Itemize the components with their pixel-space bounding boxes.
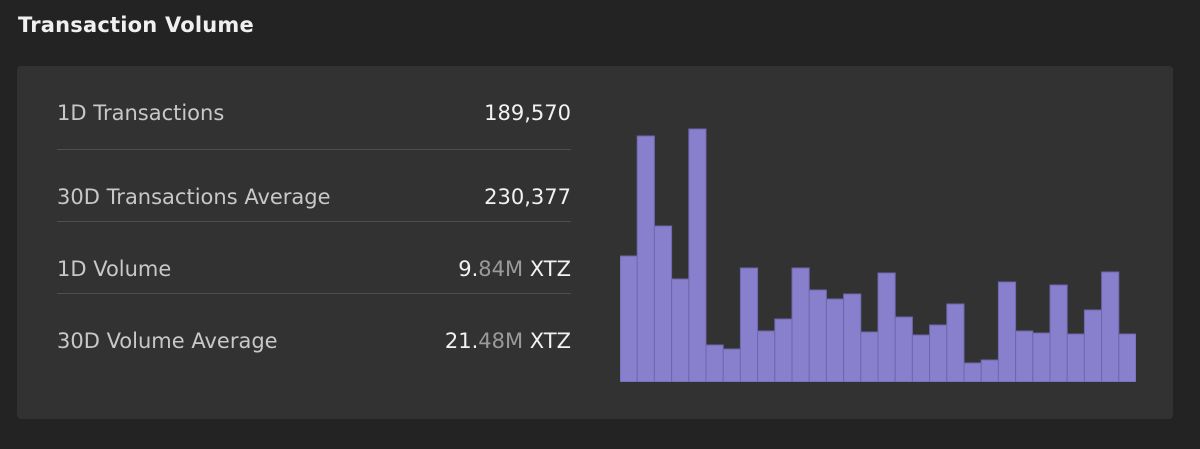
stat-value: 9.84M XTZ xyxy=(458,257,571,281)
chart-bar[interactable] xyxy=(722,348,741,382)
chart-bar[interactable] xyxy=(1015,330,1034,382)
chart-bar[interactable] xyxy=(739,267,759,382)
stat-label: 1D Transactions xyxy=(57,101,225,125)
stat-value-unit: XTZ xyxy=(523,257,571,281)
chart-bar[interactable] xyxy=(620,255,638,382)
stat-value-main: 9. xyxy=(458,257,479,281)
stat-value-unit: XTZ xyxy=(523,329,571,353)
chart-bar[interactable] xyxy=(860,331,879,382)
transaction-volume-card: 1D Transactions 189,570 30D Transactions… xyxy=(17,66,1173,419)
chart-bar[interactable] xyxy=(757,330,776,382)
stat-value-dim: 84M xyxy=(478,257,524,281)
stat-value-main: 189,570 xyxy=(484,101,571,125)
chart-bar[interactable] xyxy=(963,362,982,382)
stat-value-main: 21. xyxy=(444,329,479,353)
chart-bar[interactable] xyxy=(774,318,793,382)
chart-bar[interactable] xyxy=(705,344,724,382)
stat-label: 30D Volume Average xyxy=(57,329,278,353)
chart-bar[interactable] xyxy=(1049,284,1068,382)
stat-label: 30D Transactions Average xyxy=(57,185,331,209)
chart-bar[interactable] xyxy=(929,324,948,382)
chart-bar[interactable] xyxy=(688,128,707,382)
stat-row-1d-transactions: 1D Transactions 189,570 xyxy=(57,66,571,150)
chart-bar[interactable] xyxy=(1101,271,1120,382)
chart-bar[interactable] xyxy=(997,281,1017,382)
stat-value: 230,377 xyxy=(484,185,571,209)
chart-bar[interactable] xyxy=(671,278,690,382)
chart-bar[interactable] xyxy=(825,298,845,382)
chart-bar[interactable] xyxy=(911,334,931,382)
stat-row-30d-volume-average: 30D Volume Average 21.48M XTZ xyxy=(57,294,571,366)
chart-bar[interactable] xyxy=(980,359,999,382)
stat-row-30d-transactions-average: 30D Transactions Average 230,377 xyxy=(57,150,571,222)
chart-bar[interactable] xyxy=(1118,333,1136,382)
stat-value: 21.48M XTZ xyxy=(445,329,571,353)
chart-bar[interactable] xyxy=(894,316,913,382)
chart-bar[interactable] xyxy=(843,293,862,382)
chart-bar[interactable] xyxy=(1032,332,1051,382)
stat-value: 189,570 xyxy=(484,101,571,125)
chart-bar[interactable] xyxy=(1083,309,1103,382)
chart-bar[interactable] xyxy=(1066,333,1085,382)
stat-value-dim: 48M xyxy=(478,329,524,353)
chart-bar[interactable] xyxy=(791,267,810,382)
chart-bar[interactable] xyxy=(946,303,965,382)
chart-bar[interactable] xyxy=(877,272,896,382)
stat-row-1d-volume: 1D Volume 9.84M XTZ xyxy=(57,222,571,294)
stat-value-main: 230,377 xyxy=(484,185,571,209)
chart-bar[interactable] xyxy=(636,135,655,382)
transaction-volume-bar-chart xyxy=(620,128,1136,382)
stats-list: 1D Transactions 189,570 30D Transactions… xyxy=(57,66,571,366)
stat-label: 1D Volume xyxy=(57,257,172,281)
chart-bar[interactable] xyxy=(653,225,673,382)
chart-bar[interactable] xyxy=(808,289,827,382)
section-title: Transaction Volume xyxy=(18,13,254,37)
